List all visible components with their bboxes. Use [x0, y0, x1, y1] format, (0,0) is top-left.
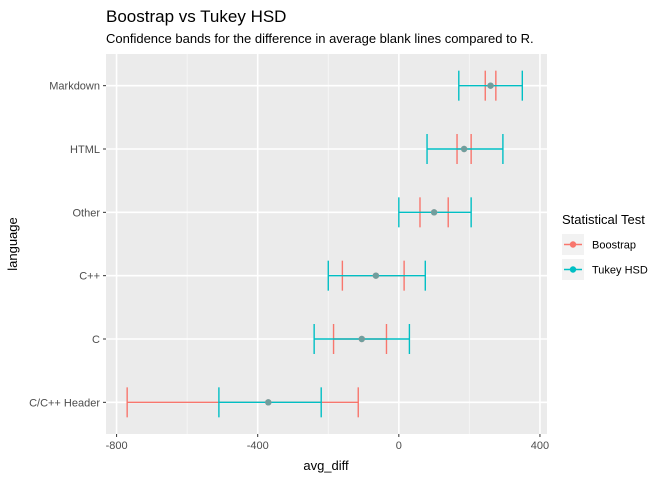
y-tick-label: C++: [79, 271, 100, 283]
y-tick-label: HTML: [70, 144, 100, 156]
legend-label: Tukey HSD: [592, 265, 648, 277]
legend: Statistical Test Boostrap Tukey HSD: [562, 212, 648, 280]
legend-label: Boostrap: [592, 240, 636, 252]
x-tick-label: 400: [531, 440, 549, 452]
legend-key-point: [569, 266, 577, 273]
point-tukey: [430, 209, 438, 216]
x-tick-label: 0: [396, 440, 402, 452]
x-axis-title: avg_diff: [303, 458, 349, 473]
legend-key-point: [569, 241, 577, 248]
y-tick-label: Other: [72, 207, 100, 219]
point-tukey: [358, 335, 365, 343]
legend-title: Statistical Test: [562, 212, 645, 227]
x-tick-label: -800: [106, 440, 128, 452]
y-axis-title: language: [5, 217, 20, 271]
chart-marks: [126, 70, 524, 418]
x-tick-label: -400: [247, 440, 269, 452]
y-tick-label: C/C++ Header: [29, 397, 100, 409]
point-tukey: [487, 82, 494, 89]
point-tukey: [265, 399, 272, 406]
y-tick-label: Markdown: [49, 81, 100, 93]
grid-minor: [186, 54, 470, 434]
chart-title: Boostrap vs Tukey HSD: [106, 7, 286, 26]
chart-subtitle: Confidence bands for the difference in a…: [106, 31, 534, 46]
axes: -800 -400 0 400 C/C++ Header C C++ Other HTML Mar…: [29, 81, 549, 452]
y-tick-label: C: [92, 334, 100, 346]
plot-panel: [106, 54, 547, 434]
point-tukey: [460, 145, 468, 153]
point-tukey: [372, 272, 380, 279]
